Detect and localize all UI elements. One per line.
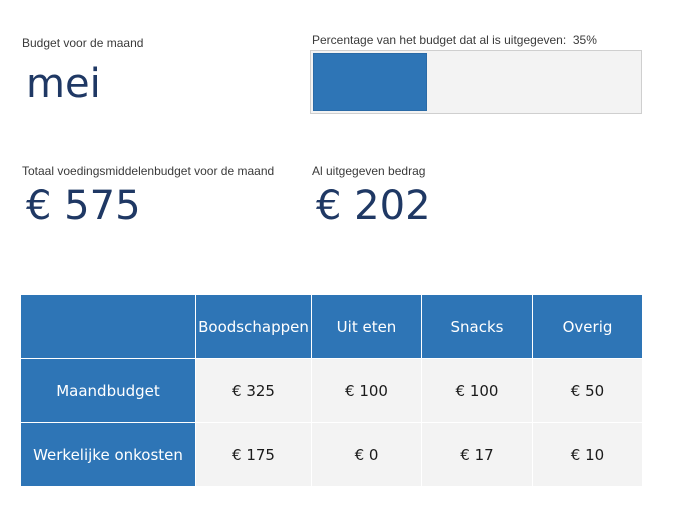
table-cell: € 0: [311, 422, 422, 487]
table-header-row: Boodschappen Uit eten Snacks Overig: [20, 294, 643, 359]
budget-table: Boodschappen Uit eten Snacks Overig Maan…: [20, 294, 643, 487]
spent-percentage-label: Percentage van het budget dat al is uitg…: [312, 33, 597, 47]
total-budget-value: € 575: [26, 183, 141, 229]
budget-progress-bar: [310, 50, 642, 114]
table-cell: € 325: [195, 358, 312, 423]
month-value: mei: [26, 61, 101, 107]
table-header-overig: Overig: [532, 294, 643, 359]
table-header-boodschappen: Boodschappen: [195, 294, 312, 359]
spent-amount-value: € 202: [316, 183, 431, 229]
table-header-corner: [20, 294, 196, 359]
row-label-werkelijke-onkosten: Werkelijke onkosten: [20, 422, 196, 487]
table-header-uit-eten: Uit eten: [311, 294, 422, 359]
spent-amount-label: Al uitgegeven bedrag: [312, 164, 426, 178]
spent-percentage-label-text: Percentage van het budget dat al is uitg…: [312, 33, 567, 47]
row-label-maandbudget: Maandbudget: [20, 358, 196, 423]
budget-progress-fill: [313, 53, 428, 111]
table-cell: € 17: [421, 422, 533, 487]
table-header-snacks: Snacks: [421, 294, 533, 359]
table-row: Maandbudget € 325 € 100 € 100 € 50: [20, 358, 643, 423]
table-row: Werkelijke onkosten € 175 € 0 € 17 € 10: [20, 422, 643, 487]
total-budget-label: Totaal voedingsmiddelenbudget voor de ma…: [22, 164, 275, 178]
table-cell: € 100: [311, 358, 422, 423]
table-cell: € 175: [195, 422, 312, 487]
month-label: Budget voor de maand: [22, 36, 144, 50]
spent-percentage-value: 35%: [572, 33, 597, 47]
table-cell: € 10: [532, 422, 643, 487]
table-cell: € 100: [421, 358, 533, 423]
table-cell: € 50: [532, 358, 643, 423]
